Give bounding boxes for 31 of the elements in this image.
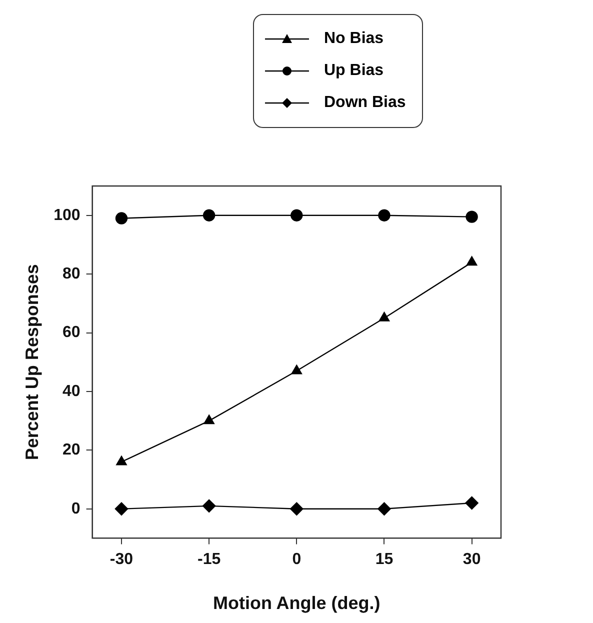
point xyxy=(202,499,216,513)
legend-label: No Bias xyxy=(324,30,384,48)
x-axis-title: Motion Angle (deg.) xyxy=(212,593,380,614)
point xyxy=(204,414,214,424)
x-tick-label: 0 xyxy=(292,551,302,568)
point xyxy=(202,209,216,222)
point xyxy=(466,256,478,266)
y-axis-title: Percent Up Responses xyxy=(22,264,42,460)
point xyxy=(116,456,127,466)
point xyxy=(378,209,390,222)
y-tick-label: 0 xyxy=(71,500,80,518)
point xyxy=(378,502,391,516)
y-tick-label: 80 xyxy=(62,265,80,282)
point xyxy=(465,496,478,510)
point xyxy=(114,502,128,516)
legend-label: Up Bias xyxy=(324,62,384,80)
point xyxy=(291,364,302,374)
y-tick-label: 20 xyxy=(62,442,80,459)
y-tick-label: 60 xyxy=(62,324,80,342)
point xyxy=(378,312,390,322)
point xyxy=(115,212,128,224)
x-tick-label: -30 xyxy=(110,551,134,568)
x-tick-label: 30 xyxy=(462,551,481,568)
x-tick-label: 15 xyxy=(375,551,394,568)
y-tick-label: 100 xyxy=(54,206,80,224)
point xyxy=(290,209,303,222)
y-tick-label: 40 xyxy=(62,382,80,400)
point xyxy=(290,502,304,516)
legend-label: Down Bias xyxy=(324,94,406,112)
point xyxy=(466,210,478,223)
x-tick-label: -15 xyxy=(198,551,221,568)
